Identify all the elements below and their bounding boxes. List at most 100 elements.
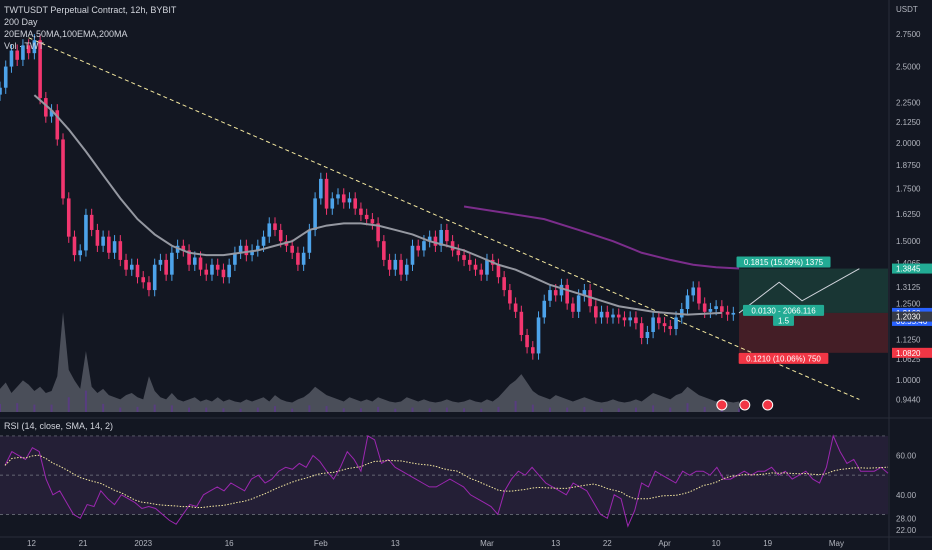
volume-bar bbox=[170, 405, 173, 412]
candle-body bbox=[55, 110, 60, 140]
entry-ratio-label-bg bbox=[773, 314, 794, 326]
candle-body bbox=[536, 317, 541, 354]
price-tick-label: 1.1250 bbox=[896, 336, 921, 345]
candle-body bbox=[382, 241, 386, 260]
volume-bar bbox=[0, 403, 1, 412]
rsi-tick-label: 40.00 bbox=[896, 491, 917, 500]
candle-body bbox=[290, 245, 294, 253]
time-tick-label: Feb bbox=[314, 539, 328, 548]
candle-body bbox=[404, 264, 409, 275]
candle-body bbox=[651, 317, 655, 332]
candle-body bbox=[496, 264, 501, 278]
candle-body bbox=[456, 250, 461, 256]
candle-body bbox=[685, 295, 690, 310]
candle-body bbox=[628, 317, 632, 321]
legend-symbol: TWTUSDT Perpetual Contract, 12h, BYBIT bbox=[4, 5, 177, 15]
price-tag-label: 1.2030 bbox=[896, 313, 921, 322]
candle-body bbox=[347, 198, 352, 203]
candle-body bbox=[49, 110, 54, 117]
volume-bar bbox=[325, 406, 328, 412]
price-tag-bg bbox=[892, 347, 932, 358]
volume-bar bbox=[738, 408, 741, 412]
volume-bar bbox=[480, 408, 483, 412]
volume-area bbox=[0, 312, 740, 412]
price-tick-label: 1.6250 bbox=[896, 210, 921, 219]
candle-body bbox=[15, 50, 19, 60]
price-tag-label: 1.0820 bbox=[896, 349, 921, 358]
volume-bar bbox=[136, 406, 139, 412]
price-tag-label: 1.3845 bbox=[896, 265, 921, 274]
price-tick-label: 1.7500 bbox=[896, 184, 921, 193]
candle-body bbox=[611, 314, 615, 318]
candle-body bbox=[164, 259, 168, 275]
price-tick-label: 1.0000 bbox=[896, 376, 921, 385]
candle-body bbox=[192, 257, 197, 265]
candle-body bbox=[594, 306, 598, 318]
price-tick-label: 2.0000 bbox=[896, 139, 921, 148]
candle-body bbox=[296, 252, 300, 265]
candle-body bbox=[364, 214, 369, 220]
candle-body bbox=[622, 317, 627, 321]
candle-body bbox=[101, 236, 105, 246]
candle-body bbox=[708, 309, 713, 312]
price-tick-label: 2.5000 bbox=[896, 63, 921, 72]
candle-body bbox=[714, 306, 718, 310]
candle-body bbox=[250, 250, 254, 256]
volume-bar bbox=[273, 406, 276, 412]
time-tick-label: Apr bbox=[658, 539, 671, 548]
legend-ema: 20EMA,50MA,100EMA,200MA bbox=[4, 29, 128, 39]
candle-body bbox=[330, 198, 335, 209]
candle-body bbox=[221, 269, 226, 278]
candle-body bbox=[353, 198, 357, 209]
candle-body bbox=[84, 214, 88, 251]
candle-body bbox=[634, 317, 638, 324]
candle-body bbox=[370, 219, 375, 224]
candle-body bbox=[267, 223, 272, 237]
candle-body bbox=[691, 287, 696, 296]
stop-label-bg bbox=[738, 352, 829, 364]
candle-body bbox=[422, 241, 426, 251]
currency-label: USDT bbox=[896, 5, 918, 14]
candle-body bbox=[233, 252, 237, 265]
volume-bar bbox=[308, 405, 311, 412]
candle-body bbox=[525, 334, 529, 348]
time-tick-label: 2023 bbox=[134, 539, 152, 548]
candle-body bbox=[416, 245, 421, 251]
candle-body bbox=[450, 241, 455, 251]
volume-bar bbox=[16, 403, 19, 412]
event-marker bbox=[739, 399, 751, 411]
price-tick-label: 1.8750 bbox=[896, 161, 921, 170]
candle-body bbox=[582, 290, 587, 296]
candle-body bbox=[152, 264, 157, 291]
candle-body bbox=[238, 245, 243, 253]
candle-body bbox=[261, 236, 266, 246]
time-tick-label: 12 bbox=[27, 539, 36, 548]
volume-bar bbox=[153, 404, 156, 412]
candle-body bbox=[410, 245, 415, 265]
price-tick-label: 2.7500 bbox=[896, 30, 921, 39]
candle-body bbox=[198, 257, 203, 270]
price-tick-label: 1.5000 bbox=[896, 237, 921, 246]
candle-body bbox=[731, 312, 736, 315]
candle-body bbox=[439, 229, 443, 246]
time-tick-label: 13 bbox=[551, 539, 560, 548]
candle-body bbox=[565, 284, 569, 304]
candle-body bbox=[227, 264, 231, 278]
candle-body bbox=[175, 245, 180, 253]
loss-zone bbox=[739, 312, 888, 353]
candle-body bbox=[697, 287, 701, 304]
time-tick-label: 16 bbox=[225, 539, 234, 548]
price-tick-label: 1.2500 bbox=[896, 299, 921, 308]
price-tick-label: 1.0625 bbox=[896, 355, 921, 364]
candle-body bbox=[3, 66, 8, 88]
candle-body bbox=[61, 139, 65, 199]
candle-body bbox=[107, 236, 111, 253]
candle-body bbox=[702, 303, 707, 312]
volume-bar bbox=[652, 405, 655, 412]
price-tag-bg bbox=[892, 311, 932, 322]
candle-body bbox=[616, 314, 621, 318]
volume-bar bbox=[514, 400, 517, 412]
candle-body bbox=[662, 323, 667, 327]
candle-body bbox=[576, 295, 581, 312]
